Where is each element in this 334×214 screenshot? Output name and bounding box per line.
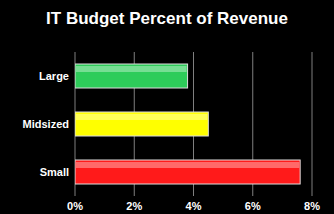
category-label: Midsized bbox=[23, 118, 69, 130]
category-label: Large bbox=[39, 70, 69, 82]
bar-highlight bbox=[76, 114, 207, 120]
bar bbox=[75, 112, 208, 136]
tick-label: 6% bbox=[245, 200, 261, 212]
chart-svg: IT Budget Percent of Revenue 0% 2% 4% 6% 8% La… bbox=[0, 0, 334, 214]
tick-label: 0% bbox=[67, 200, 83, 212]
tick-label: 4% bbox=[186, 200, 202, 212]
chart-root: IT Budget Percent of Revenue 0% 2% 4% 6% 8% La… bbox=[0, 0, 334, 214]
title: IT Budget Percent of Revenue bbox=[46, 9, 288, 28]
tick-label: 2% bbox=[126, 200, 142, 212]
bar-highlight bbox=[76, 162, 299, 168]
background bbox=[0, 0, 334, 214]
category-label: Small bbox=[40, 166, 69, 178]
bar bbox=[75, 160, 300, 184]
tick-label: 8% bbox=[304, 200, 320, 212]
bars bbox=[75, 64, 300, 184]
bar bbox=[75, 64, 188, 88]
bar-highlight bbox=[76, 66, 187, 72]
grid-line bbox=[312, 52, 313, 196]
